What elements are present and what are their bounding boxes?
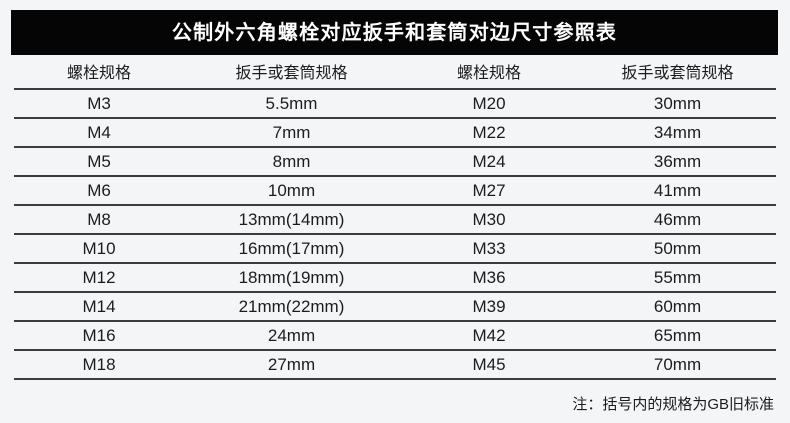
bolt-wrench-size-table: 螺栓规格 扳手或套筒规格 螺栓规格 扳手或套筒规格 M3 5.5mm M20 3… bbox=[14, 60, 776, 380]
cell-bolt-spec-right: M22 bbox=[399, 118, 579, 148]
table-row: M3 5.5mm M20 30mm bbox=[14, 89, 776, 119]
column-header-bolt-spec-left: 螺栓规格 bbox=[14, 60, 184, 90]
cell-bolt-spec-left: M8 bbox=[14, 205, 184, 235]
cell-wrench-spec-left: 18mm(19mm) bbox=[184, 263, 399, 293]
cell-bolt-spec-left: M4 bbox=[14, 118, 184, 148]
cell-wrench-spec-right: 34mm bbox=[579, 118, 776, 148]
column-header-wrench-spec-left: 扳手或套筒规格 bbox=[184, 60, 399, 90]
table-row: M5 8mm M24 36mm bbox=[14, 147, 776, 177]
cell-wrench-spec-right: 65mm bbox=[579, 321, 776, 351]
table-row: M10 16mm(17mm) M33 50mm bbox=[14, 234, 776, 264]
cell-wrench-spec-right: 41mm bbox=[579, 176, 776, 206]
title-bar: 公制外六角螺栓对应扳手和套筒对边尺寸参照表 bbox=[11, 10, 778, 55]
cell-wrench-spec-right: 50mm bbox=[579, 234, 776, 264]
cell-bolt-spec-right: M30 bbox=[399, 205, 579, 235]
header-row: 螺栓规格 扳手或套筒规格 螺栓规格 扳手或套筒规格 bbox=[14, 60, 776, 90]
table-row: M12 18mm(19mm) M36 55mm bbox=[14, 263, 776, 293]
table-row: M4 7mm M22 34mm bbox=[14, 118, 776, 148]
cell-bolt-spec-left: M3 bbox=[14, 89, 184, 119]
cell-wrench-spec-left: 13mm(14mm) bbox=[184, 205, 399, 235]
table-row: M6 10mm M27 41mm bbox=[14, 176, 776, 206]
cell-wrench-spec-right: 70mm bbox=[579, 350, 776, 380]
table-row: M8 13mm(14mm) M30 46mm bbox=[14, 205, 776, 235]
cell-wrench-spec-left: 8mm bbox=[184, 147, 399, 177]
cell-wrench-spec-right: 60mm bbox=[579, 292, 776, 322]
table-row: M14 21mm(22mm) M39 60mm bbox=[14, 292, 776, 322]
page-title: 公制外六角螺栓对应扳手和套筒对边尺寸参照表 bbox=[171, 21, 618, 44]
cell-bolt-spec-left: M14 bbox=[14, 292, 184, 322]
cell-wrench-spec-left: 27mm bbox=[184, 350, 399, 380]
cell-bolt-spec-right: M33 bbox=[399, 234, 579, 264]
cell-bolt-spec-right: M42 bbox=[399, 321, 579, 351]
cell-bolt-spec-left: M18 bbox=[14, 350, 184, 380]
table-row: M18 27mm M45 70mm bbox=[14, 350, 776, 380]
cell-wrench-spec-left: 5.5mm bbox=[184, 89, 399, 119]
cell-wrench-spec-right: 46mm bbox=[579, 205, 776, 235]
cell-bolt-spec-right: M20 bbox=[399, 89, 579, 119]
cell-bolt-spec-right: M39 bbox=[399, 292, 579, 322]
cell-wrench-spec-left: 16mm(17mm) bbox=[184, 234, 399, 264]
cell-bolt-spec-right: M27 bbox=[399, 176, 579, 206]
table-body: M3 5.5mm M20 30mm M4 7mm M22 34mm M5 8mm… bbox=[14, 89, 776, 380]
table-container: 螺栓规格 扳手或套筒规格 螺栓规格 扳手或套筒规格 M3 5.5mm M20 3… bbox=[14, 60, 776, 380]
cell-wrench-spec-left: 21mm(22mm) bbox=[184, 292, 399, 322]
cell-wrench-spec-left: 7mm bbox=[184, 118, 399, 148]
cell-bolt-spec-left: M6 bbox=[14, 176, 184, 206]
cell-wrench-spec-left: 24mm bbox=[184, 321, 399, 351]
cell-wrench-spec-left: 10mm bbox=[184, 176, 399, 206]
column-header-bolt-spec-right: 螺栓规格 bbox=[399, 60, 579, 90]
table-header: 螺栓规格 扳手或套筒规格 螺栓规格 扳手或套筒规格 bbox=[14, 60, 776, 90]
column-header-wrench-spec-right: 扳手或套筒规格 bbox=[579, 60, 776, 90]
cell-wrench-spec-right: 55mm bbox=[579, 263, 776, 293]
table-row: M16 24mm M42 65mm bbox=[14, 321, 776, 351]
cell-wrench-spec-right: 30mm bbox=[579, 89, 776, 119]
cell-bolt-spec-left: M16 bbox=[14, 321, 184, 351]
table-footnote: 注：括号内的规格为GB旧标准 bbox=[572, 396, 774, 413]
cell-wrench-spec-right: 36mm bbox=[579, 147, 776, 177]
cell-bolt-spec-right: M24 bbox=[399, 147, 579, 177]
cell-bolt-spec-right: M36 bbox=[399, 263, 579, 293]
cell-bolt-spec-right: M45 bbox=[399, 350, 579, 380]
cell-bolt-spec-left: M5 bbox=[14, 147, 184, 177]
cell-bolt-spec-left: M10 bbox=[14, 234, 184, 264]
cell-bolt-spec-left: M12 bbox=[14, 263, 184, 293]
